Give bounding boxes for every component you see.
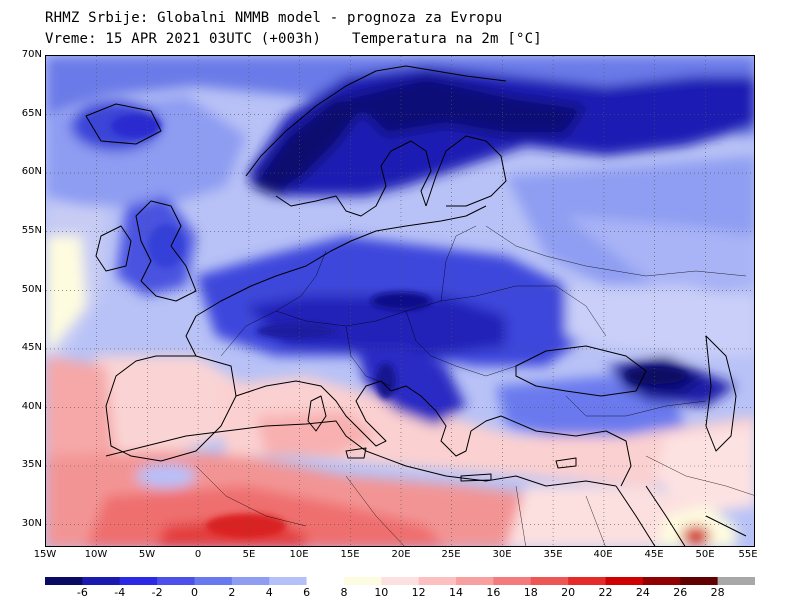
lat-label: 50N — [21, 284, 42, 295]
lon-label: 5W — [138, 549, 156, 560]
lat-label: 70N — [21, 49, 42, 60]
colorbar-tick-label: 24 — [635, 586, 650, 599]
variable-label: Temperatura na 2m [°C] — [352, 31, 542, 47]
colorbar-tick-label: 26 — [673, 586, 688, 599]
colorbar-segment — [45, 577, 83, 585]
colorbar-segment — [381, 577, 420, 585]
lon-label: 10E — [289, 549, 309, 560]
colorbar-segment — [530, 577, 569, 585]
colorbar-tick-label: -4 — [114, 586, 126, 599]
colorbar-segment — [456, 577, 494, 585]
colorbar-tick-label: 14 — [449, 586, 464, 599]
temperature-map[interactable] — [45, 55, 755, 547]
country-borders — [195, 225, 754, 546]
lat-label: 45N — [21, 342, 42, 353]
lon-label: 50E — [695, 549, 715, 560]
lon-label: 35E — [543, 549, 563, 560]
colorbar-segment — [343, 577, 382, 585]
colorbar-tick-label: -2 — [151, 586, 163, 599]
colorbar-segment — [568, 577, 607, 585]
lat-label: 40N — [21, 401, 42, 412]
colorbar-segment — [119, 577, 158, 585]
lat-label: 30N — [21, 518, 42, 529]
lon-label: 55E — [738, 549, 758, 560]
colorbar-segment — [82, 577, 121, 585]
colorbar-segment — [493, 577, 532, 585]
lon-label: 0 — [194, 549, 202, 560]
colorbar-segment — [717, 577, 755, 585]
colorbar-tick-label: 12 — [411, 586, 426, 599]
lon-label: 15E — [340, 549, 360, 560]
lon-label: 15W — [33, 549, 57, 560]
map-title: RHMZ Srbije: Globalni NMMB model - progn… — [45, 10, 503, 26]
colorbar-segment — [194, 577, 233, 585]
colorbar-segment — [157, 577, 195, 585]
colorbar-tick-label: 2 — [228, 586, 236, 599]
colorbar-tick-label: 4 — [265, 586, 273, 599]
colorbar-tick-label: 18 — [523, 586, 538, 599]
colorbar-tick-label: 22 — [598, 586, 613, 599]
lat-label: 35N — [21, 459, 42, 470]
colorbar-tick-label: 28 — [710, 586, 725, 599]
lon-label: 25E — [441, 549, 461, 560]
lon-label: 45E — [644, 549, 664, 560]
map-canvas — [46, 56, 754, 546]
colorbar-segment — [306, 577, 345, 585]
colorbar-segment — [642, 577, 681, 585]
lon-label: 10W — [84, 549, 108, 560]
lon-label: 20E — [391, 549, 411, 560]
coastlines — [85, 65, 747, 546]
temperature-colorbar — [45, 577, 755, 585]
colorbar-tick-label: 20 — [561, 586, 576, 599]
colorbar-tick-label: 10 — [374, 586, 389, 599]
lon-label: 5E — [242, 549, 256, 560]
colorbar-segment — [231, 577, 270, 585]
lon-label: 40E — [593, 549, 613, 560]
lat-label: 55N — [21, 225, 42, 236]
lon-label: 30E — [492, 549, 512, 560]
colorbar-segment — [680, 577, 719, 585]
colorbar-tick-label: 6 — [303, 586, 311, 599]
colorbar-segment — [418, 577, 457, 585]
colorbar-segment — [605, 577, 644, 585]
colorbar-tick-label: 8 — [340, 586, 348, 599]
colorbar-tick-label: -6 — [76, 586, 88, 599]
colorbar-tick-label: 0 — [190, 586, 198, 599]
lat-label: 60N — [21, 166, 42, 177]
forecast-time: Vreme: 15 APR 2021 03UTC (+003h) — [45, 31, 322, 47]
colorbar-tick-label: 16 — [486, 586, 501, 599]
lat-label: 65N — [21, 108, 42, 119]
colorbar-segment — [269, 577, 308, 585]
